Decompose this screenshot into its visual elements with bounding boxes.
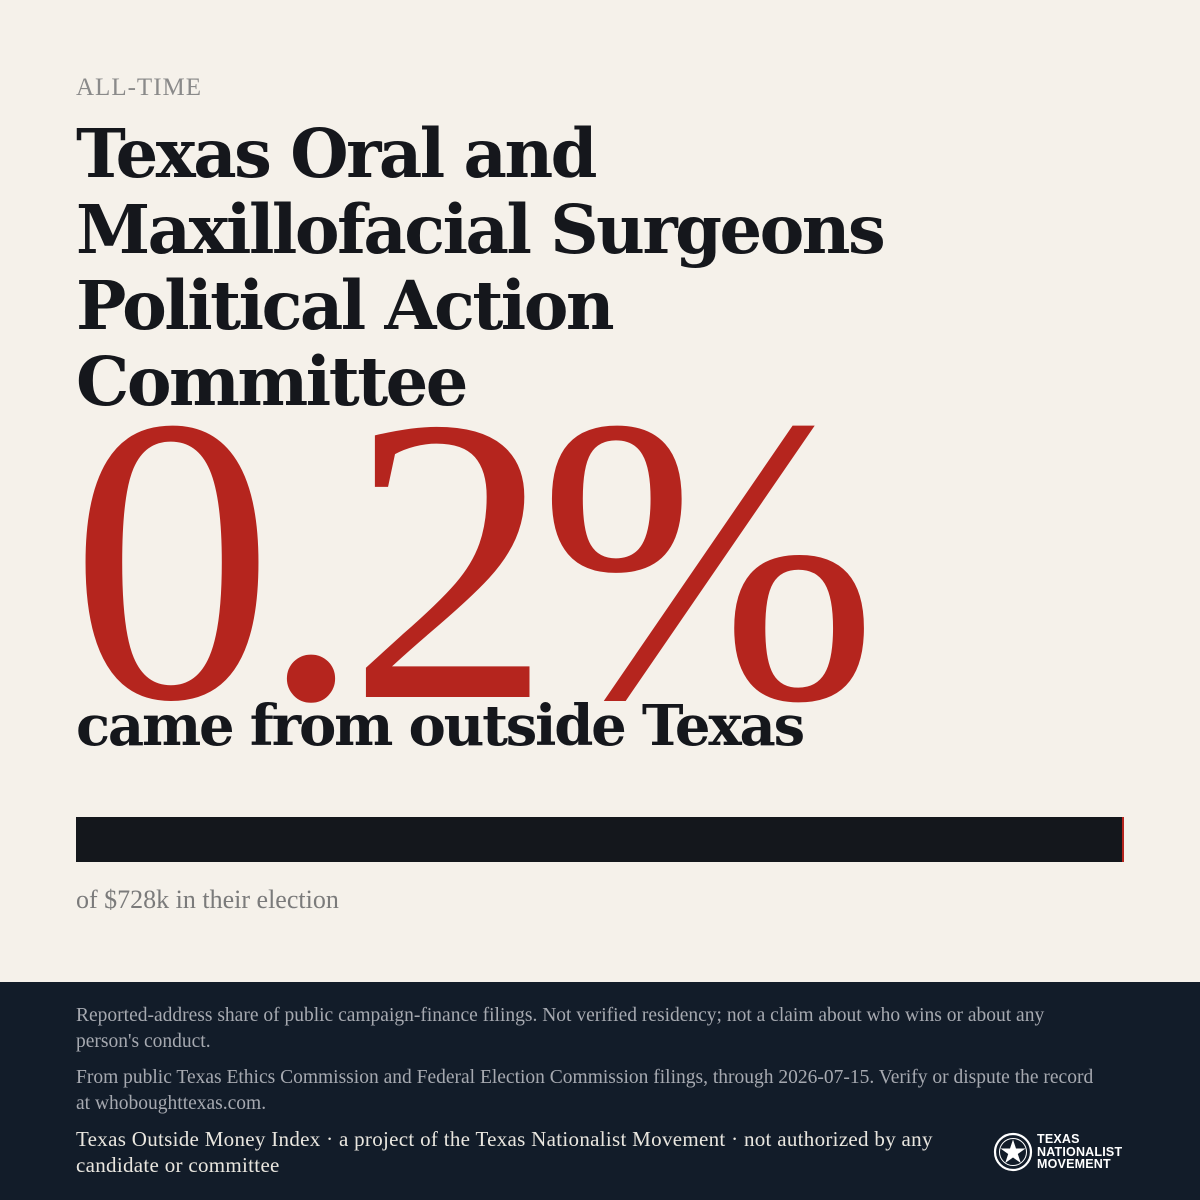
tnm-logo: TEXAS NATIONALIST MOVEMENT xyxy=(993,1131,1122,1173)
footer-disclaimer: Reported-address share of public campaig… xyxy=(76,1005,1045,1052)
share-bar xyxy=(76,817,1124,862)
logo-line-2: NATIONALIST xyxy=(1037,1144,1123,1159)
share-bar-outside-fill xyxy=(1121,817,1124,862)
total-raised-caption: of $728k in their election xyxy=(76,885,339,914)
star-seal-icon xyxy=(993,1132,1033,1172)
outside-share-percent: 0.2% xyxy=(70,334,878,786)
period-label: ALL-TIME xyxy=(76,74,203,101)
committee-title: Texas Oral and Maxillofacial Surgeons Po… xyxy=(76,114,886,421)
footer-credit: Texas Outside Money Index · a project of… xyxy=(76,1127,933,1177)
logo-line-3: MOVEMENT xyxy=(1037,1157,1111,1172)
logo-line-1: TEXAS xyxy=(1037,1132,1080,1147)
tnm-logo-wordmark: TEXAS NATIONALIST MOVEMENT xyxy=(1037,1133,1122,1171)
footer-source: From public Texas Ethics Commission and … xyxy=(76,1067,1094,1114)
outside-share-subhead: came from outside Texas xyxy=(76,693,805,759)
